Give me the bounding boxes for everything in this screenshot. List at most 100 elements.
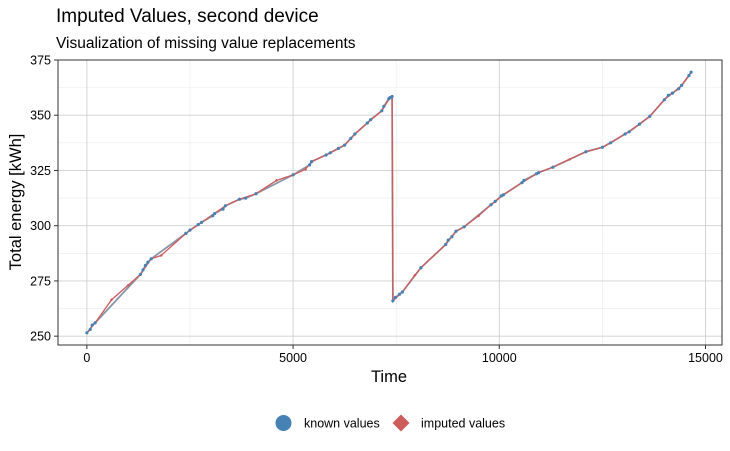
known-value-point	[648, 114, 652, 118]
known-value-point	[623, 132, 627, 136]
known-value-point	[211, 214, 215, 218]
plot-panel-border	[57, 59, 723, 346]
known-value-point	[369, 118, 373, 122]
known-value-point	[90, 323, 94, 327]
known-value-point	[393, 295, 397, 300]
known-value-point	[188, 228, 192, 232]
known-value-point	[308, 163, 312, 167]
known-value-point	[324, 153, 328, 157]
imputed-value-point	[477, 214, 481, 218]
known-value-point	[382, 104, 386, 108]
legend-imputed-values-key	[392, 414, 410, 432]
known-value-point	[244, 196, 248, 200]
known-values-line	[86, 71, 692, 334]
known-value-point	[146, 260, 150, 264]
known-value-point	[450, 235, 454, 239]
known-value-point	[584, 150, 588, 154]
legend-imputed-values-label: imputed values	[421, 417, 505, 431]
known-value-point	[223, 204, 227, 208]
known-value-point	[536, 171, 541, 175]
known-value-point	[149, 257, 153, 261]
known-value-point	[237, 197, 242, 201]
known-value-point	[221, 207, 225, 211]
known-values-series	[85, 70, 693, 335]
known-value-point	[501, 193, 505, 197]
x-axis-ticks: 0 5000 10000 15000	[83, 345, 723, 365]
known-value-point	[489, 203, 493, 207]
known-value-point	[254, 192, 258, 196]
x-tick-label: 5000	[279, 351, 307, 365]
known-value-point	[677, 87, 681, 91]
imputed-value-point	[126, 283, 130, 287]
known-value-point	[328, 151, 332, 155]
x-tick-label: 10000	[482, 351, 517, 365]
known-value-point	[184, 231, 188, 235]
known-value-point	[397, 292, 402, 296]
known-value-point	[680, 83, 684, 87]
known-value-point	[462, 225, 466, 229]
chart-title: Imputed Values, second device	[56, 6, 319, 27]
known-value-point	[213, 211, 217, 216]
imputed-values-series	[85, 70, 693, 335]
known-value-point	[520, 181, 524, 185]
legend: known values imputed values	[275, 414, 505, 432]
known-value-point	[522, 178, 526, 182]
legend-known-values-label: known values	[304, 417, 380, 431]
known-value-point	[336, 146, 340, 150]
known-value-point	[196, 223, 200, 227]
known-value-point	[454, 229, 458, 233]
legend-known-values-key	[275, 415, 292, 431]
known-value-point	[199, 220, 204, 224]
y-axis-ticks: 250 275 300 325 350 375	[30, 54, 58, 344]
series-connector-line	[86, 71, 692, 334]
known-value-point	[666, 93, 671, 97]
minor-grid	[58, 60, 722, 345]
known-value-point	[627, 130, 631, 134]
y-tick-label: 325	[30, 164, 51, 178]
known-value-point	[143, 263, 147, 268]
known-value-point	[141, 268, 145, 272]
known-value-point	[138, 272, 143, 276]
imputed-value-point	[159, 253, 163, 258]
imputed-value-point	[413, 273, 417, 278]
known-value-point	[444, 242, 448, 247]
known-value-point	[670, 91, 675, 95]
known-value-point	[662, 98, 666, 102]
imputed-value-point	[303, 167, 308, 171]
known-value-point	[600, 145, 605, 149]
known-value-point	[310, 160, 314, 164]
known-value-point	[380, 109, 384, 113]
y-tick-label: 350	[30, 109, 51, 123]
imputed-value-point	[567, 157, 572, 162]
known-value-point	[637, 122, 642, 126]
known-value-point	[493, 199, 497, 203]
known-value-point	[446, 238, 450, 242]
known-value-point	[349, 136, 353, 140]
known-value-point	[391, 299, 395, 303]
known-value-point	[353, 132, 357, 136]
known-value-point	[88, 327, 92, 332]
y-tick-label: 250	[30, 330, 51, 344]
known-value-point	[689, 70, 693, 74]
known-value-point	[291, 173, 295, 177]
known-value-point	[551, 165, 555, 169]
known-value-point	[609, 141, 613, 145]
x-axis-title: Time	[371, 368, 407, 386]
imputed-value-point	[274, 178, 279, 183]
known-value-point	[687, 73, 691, 78]
known-value-point	[419, 266, 423, 270]
imputed-values-line	[86, 71, 692, 334]
y-tick-label: 375	[30, 54, 51, 68]
y-axis-title: Total energy [kWh]	[7, 134, 25, 271]
chart-subtitle: Visualization of missing value replaceme…	[56, 35, 356, 52]
imputed-value-point	[110, 298, 114, 302]
y-tick-label: 275	[30, 274, 51, 288]
known-value-point	[85, 331, 89, 335]
major-grid	[58, 59, 722, 345]
known-value-point	[93, 321, 97, 325]
known-value-point	[365, 121, 369, 125]
known-value-point	[400, 290, 404, 294]
y-tick-label: 300	[30, 219, 51, 233]
known-value-point	[343, 143, 347, 147]
